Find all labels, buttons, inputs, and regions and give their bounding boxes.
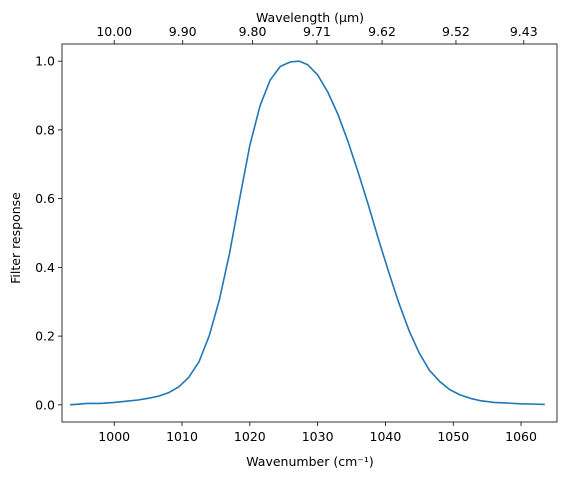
x-tick-label: 1030: [302, 429, 334, 444]
x-tick-label: 1020: [234, 429, 266, 444]
top-tick-label: 9.43: [510, 24, 538, 39]
y-tick-label: 0.0: [35, 397, 55, 412]
top-tick-label: 9.80: [239, 24, 267, 39]
x-axis-title: Wavenumber (cm⁻¹): [246, 454, 373, 469]
y-tick-label: 0.6: [35, 191, 55, 206]
series-line-0: [70, 60, 545, 406]
x-tick-label: 1040: [370, 429, 402, 444]
x-tick-label: 1010: [166, 429, 198, 444]
top-axis-title: Wavelength (μm): [256, 10, 364, 25]
top-tick-label: 9.52: [442, 24, 470, 39]
top-tick-label: 9.62: [368, 24, 396, 39]
plot-area: [70, 60, 545, 406]
y-tick-label: 0.4: [35, 260, 55, 275]
y-tick-label: 0.2: [35, 329, 55, 344]
y-tick-label: 1.0: [35, 54, 55, 69]
top-tick-label: 10.00: [96, 24, 132, 39]
x-tick-label: 1050: [437, 429, 469, 444]
axes-frame: [61, 43, 558, 423]
x-tick-label: 1000: [98, 429, 130, 444]
top-tick-label: 9.71: [303, 24, 331, 39]
y-tick-label: 0.8: [35, 122, 55, 137]
axes: 1000 1010 1020 1030 1040 1050 1060 0.0 0.2 0.4 0.6…: [35, 24, 558, 444]
x-tick-label: 1060: [505, 429, 537, 444]
y-axis-title: Filter response: [8, 192, 23, 284]
top-tick-label: 9.90: [169, 24, 197, 39]
